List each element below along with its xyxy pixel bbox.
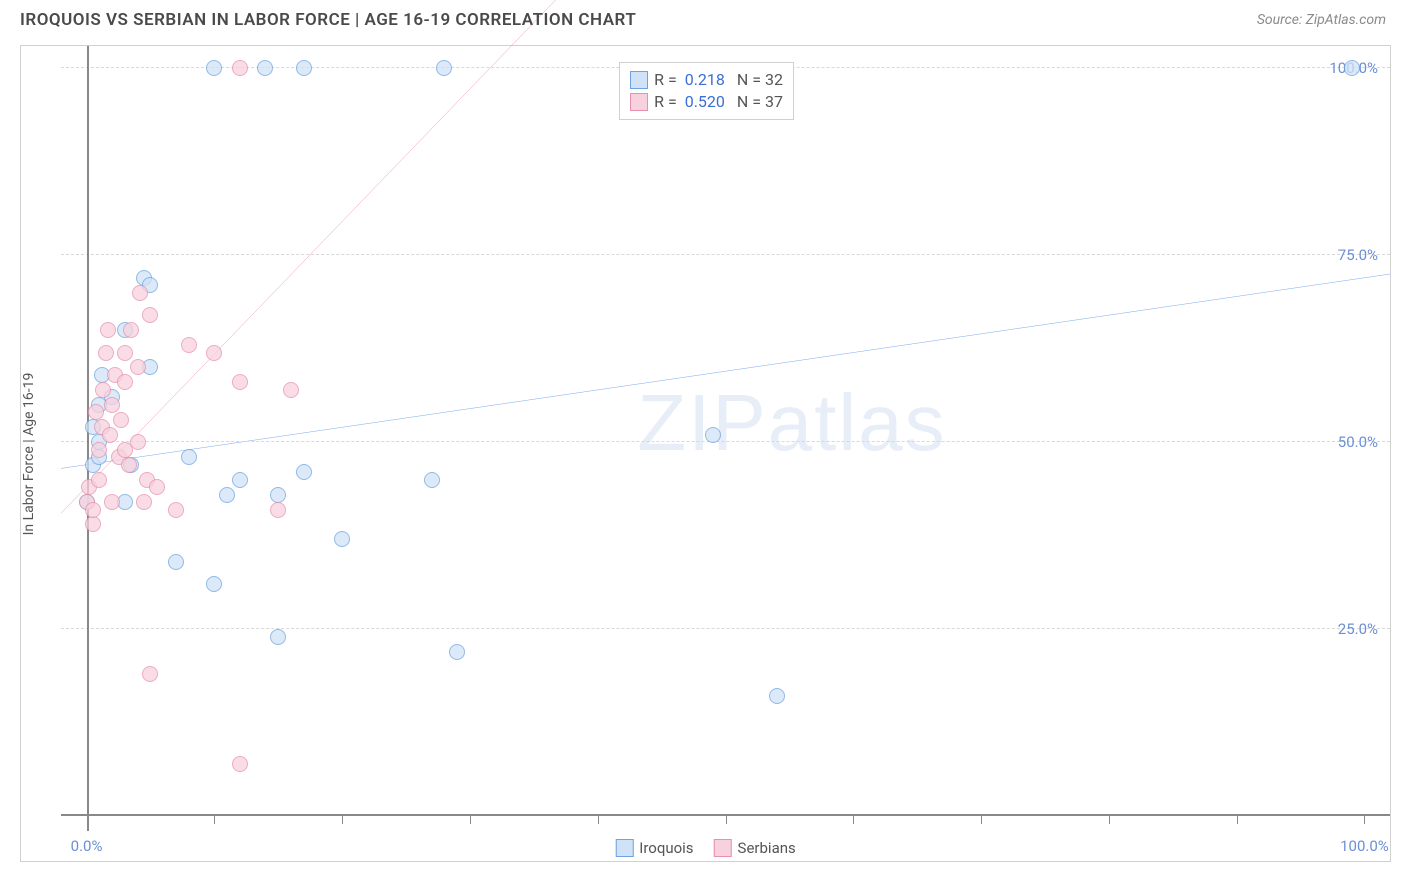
data-point [142,666,158,682]
trend-line-iroquois [61,274,1390,468]
legend-label: Serbians [738,839,796,857]
data-point [270,629,286,645]
trend-lines-svg [61,46,1390,831]
data-point [91,442,107,458]
data-point [257,60,273,76]
data-point [1344,60,1360,76]
data-point [98,345,114,361]
data-point [123,322,139,338]
data-point [117,345,133,361]
gridline-h [61,441,1390,442]
source-label: Source: ZipAtlas.com [1257,12,1386,28]
data-point [136,494,152,510]
data-point [121,457,137,473]
legend-swatch [615,839,633,857]
gridline-h [61,254,1390,255]
data-point [206,576,222,592]
data-point [181,449,197,465]
data-point [449,644,465,660]
data-point [769,688,785,704]
data-point [232,472,248,488]
stats-legend-row: R = 0.218 N = 32 [630,69,783,91]
data-point [206,345,222,361]
data-point [168,554,184,570]
data-point [130,359,146,375]
data-point [219,487,235,503]
x-tick [1109,816,1110,824]
chart-title: IROQUOIS VS SERBIAN IN LABOR FORCE | AGE… [20,10,636,30]
data-point [85,502,101,518]
legend-swatch [714,839,732,857]
data-point [206,60,222,76]
legend-item: Serbians [714,839,796,857]
x-tick [726,816,727,824]
data-point [95,382,111,398]
data-point [91,472,107,488]
data-point [436,60,452,76]
x-tick-label: 0.0% [71,837,103,855]
legend-bottom: Iroquois Serbians [615,839,796,857]
x-tick [342,816,343,824]
data-point [100,322,116,338]
stats-text: R = 0.218 N = 32 [654,69,783,91]
y-tick-label: 50.0% [1338,433,1378,451]
x-tick [470,816,471,824]
legend-swatch [630,93,648,111]
data-point [181,337,197,353]
x-tick [1237,816,1238,824]
y-tick-label: 25.0% [1338,620,1378,638]
data-point [104,397,120,413]
y-axis-label: In Labor Force | Age 16-19 [21,372,37,535]
data-point [424,472,440,488]
x-tick [214,816,215,824]
data-point [113,412,129,428]
stats-legend-row: R = 0.520 N = 37 [630,91,783,113]
data-point [232,374,248,390]
data-point [270,487,286,503]
data-point [334,531,350,547]
data-point [117,374,133,390]
data-point [283,382,299,398]
y-axis-line [87,46,89,831]
x-tick [598,816,599,824]
x-tick [1364,816,1365,824]
stats-text: R = 0.520 N = 37 [654,91,783,113]
data-point [270,502,286,518]
data-point [102,427,118,443]
data-point [88,404,104,420]
x-tick [853,816,854,824]
data-point [149,479,165,495]
data-point [104,494,120,510]
y-tick-label: 75.0% [1338,246,1378,264]
legend-swatch [630,71,648,89]
data-point [85,516,101,532]
x-tick-label: 100.0% [1340,837,1389,855]
x-tick [87,816,88,824]
legend-label: Iroquois [639,839,693,857]
legend-item: Iroquois [615,839,693,857]
data-point [142,307,158,323]
data-point [168,502,184,518]
data-point [232,60,248,76]
data-point [705,427,721,443]
data-point [132,285,148,301]
data-point [296,60,312,76]
x-tick [981,816,982,824]
data-point [130,434,146,450]
stats-legend: R = 0.218 N = 32R = 0.520 N = 37 [619,62,794,120]
data-point [232,756,248,772]
gridline-h [61,628,1390,629]
chart-container: In Labor Force | Age 16-19 ZIPatlas 25.0… [20,45,1391,862]
data-point [296,464,312,480]
plot-area: ZIPatlas 25.0%50.0%75.0%100.0%R = 0.218 … [61,46,1390,831]
